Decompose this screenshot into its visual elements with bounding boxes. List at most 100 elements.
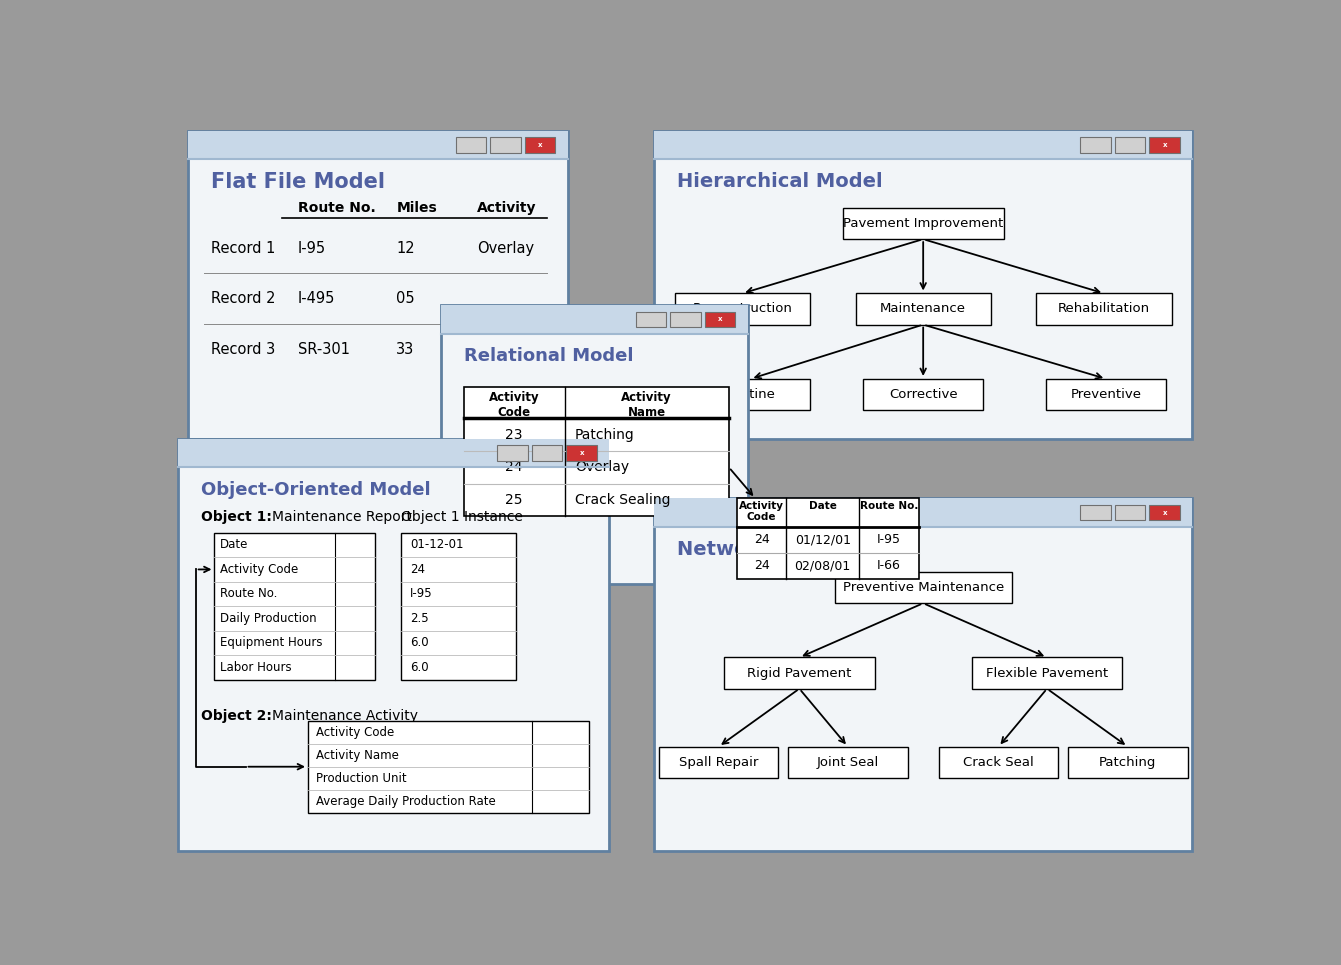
- Bar: [441, 305, 747, 334]
- Text: Rigid Pavement: Rigid Pavement: [747, 667, 852, 679]
- Bar: [636, 312, 666, 327]
- Text: Corrective: Corrective: [889, 388, 957, 400]
- Text: 24: 24: [410, 563, 425, 576]
- Text: SR-301: SR-301: [298, 342, 350, 357]
- Text: Rehabilitation: Rehabilitation: [1058, 302, 1151, 316]
- Text: x: x: [1163, 142, 1167, 148]
- Bar: [178, 439, 609, 467]
- Bar: [188, 130, 567, 159]
- Text: Reconstruction: Reconstruction: [692, 302, 793, 316]
- Text: 25: 25: [506, 493, 523, 507]
- Bar: [842, 207, 1003, 239]
- Bar: [401, 533, 516, 679]
- Text: 05: 05: [397, 291, 414, 306]
- Bar: [1067, 747, 1188, 778]
- Text: 12: 12: [397, 240, 414, 256]
- Bar: [308, 721, 589, 813]
- Text: Network Model: Network Model: [677, 540, 843, 559]
- Text: Average Daily Production Rate: Average Daily Production Rate: [316, 795, 496, 808]
- Text: Spall Repair: Spall Repair: [679, 756, 758, 769]
- Text: Maintenance Report: Maintenance Report: [271, 510, 412, 524]
- Bar: [1149, 137, 1180, 152]
- Bar: [1114, 137, 1145, 152]
- Text: 2.5: 2.5: [410, 612, 428, 625]
- Text: Patching: Patching: [1100, 756, 1156, 769]
- Bar: [675, 293, 810, 324]
- Text: Activity Code: Activity Code: [316, 726, 394, 738]
- Text: Pavement Improvement: Pavement Improvement: [843, 217, 1003, 230]
- Text: Joint Seal: Joint Seal: [817, 756, 878, 769]
- Text: Route No.: Route No.: [298, 201, 375, 214]
- Text: Record 2: Record 2: [212, 291, 276, 306]
- Text: x: x: [1163, 510, 1167, 515]
- Bar: [972, 657, 1122, 689]
- Text: Object 1 Instance: Object 1 Instance: [401, 510, 523, 524]
- Bar: [464, 387, 730, 516]
- Text: Flexible Pavement: Flexible Pavement: [986, 667, 1108, 679]
- Text: Relational Model: Relational Model: [464, 346, 633, 365]
- Text: Equipment Hours: Equipment Hours: [220, 637, 322, 649]
- Text: Route No.: Route No.: [860, 501, 919, 510]
- Text: Preventive: Preventive: [1070, 388, 1141, 400]
- Text: 01/12/01: 01/12/01: [795, 534, 850, 546]
- Bar: [1149, 505, 1180, 520]
- Text: 01-12-01: 01-12-01: [410, 538, 463, 551]
- Text: x: x: [579, 450, 583, 456]
- Text: Route No.: Route No.: [220, 588, 278, 600]
- Text: Object 2:: Object 2:: [201, 709, 272, 724]
- Text: 6.0: 6.0: [410, 661, 428, 674]
- Text: Flat File Model: Flat File Model: [212, 173, 385, 192]
- Text: I-95: I-95: [298, 240, 326, 256]
- Bar: [178, 439, 609, 851]
- Text: 24: 24: [754, 534, 770, 546]
- Bar: [654, 499, 1192, 851]
- Bar: [654, 499, 1192, 527]
- Text: Maintenance: Maintenance: [880, 302, 966, 316]
- Text: Crack Sealing: Crack Sealing: [575, 493, 670, 507]
- Bar: [1046, 379, 1165, 410]
- Bar: [856, 293, 991, 324]
- Text: Production Unit: Production Unit: [316, 772, 406, 785]
- Bar: [1037, 293, 1172, 324]
- Text: I-66: I-66: [877, 559, 901, 572]
- Text: Overlay: Overlay: [477, 240, 535, 256]
- Text: Patching: Patching: [575, 427, 634, 442]
- Bar: [1114, 505, 1145, 520]
- Text: 23: 23: [506, 427, 523, 442]
- Text: x: x: [717, 317, 721, 322]
- Text: Date: Date: [809, 501, 837, 510]
- Bar: [654, 130, 1192, 159]
- Bar: [691, 379, 810, 410]
- Text: Key = 24: Key = 24: [752, 509, 813, 522]
- Text: Daily Production: Daily Production: [220, 612, 316, 625]
- Text: Object 1:: Object 1:: [201, 510, 272, 524]
- Bar: [864, 379, 983, 410]
- Bar: [441, 305, 747, 584]
- Text: Preventive Maintenance: Preventive Maintenance: [842, 581, 1004, 594]
- Bar: [1081, 505, 1110, 520]
- Text: Hierarchical Model: Hierarchical Model: [677, 173, 882, 191]
- Bar: [532, 446, 562, 461]
- Text: I-495: I-495: [298, 291, 335, 306]
- Text: 24: 24: [754, 559, 770, 572]
- Text: Activity
Code: Activity Code: [739, 501, 784, 522]
- Text: Crack Seal: Crack Seal: [963, 756, 1034, 769]
- Bar: [491, 137, 520, 152]
- Text: x: x: [538, 142, 542, 148]
- Text: Object-Oriented Model: Object-Oriented Model: [201, 481, 430, 499]
- Bar: [939, 747, 1058, 778]
- Text: 6.0: 6.0: [410, 637, 428, 649]
- Bar: [738, 499, 919, 579]
- Bar: [188, 130, 567, 439]
- Bar: [670, 312, 700, 327]
- Bar: [658, 747, 778, 778]
- Text: I-95: I-95: [410, 588, 432, 600]
- Text: 02/08/01: 02/08/01: [794, 559, 850, 572]
- Text: Record 1: Record 1: [212, 240, 276, 256]
- Bar: [789, 747, 908, 778]
- Text: Activity Code: Activity Code: [220, 563, 298, 576]
- Bar: [215, 533, 375, 679]
- Bar: [456, 137, 487, 152]
- Bar: [1081, 137, 1110, 152]
- Text: Activity: Activity: [477, 201, 536, 214]
